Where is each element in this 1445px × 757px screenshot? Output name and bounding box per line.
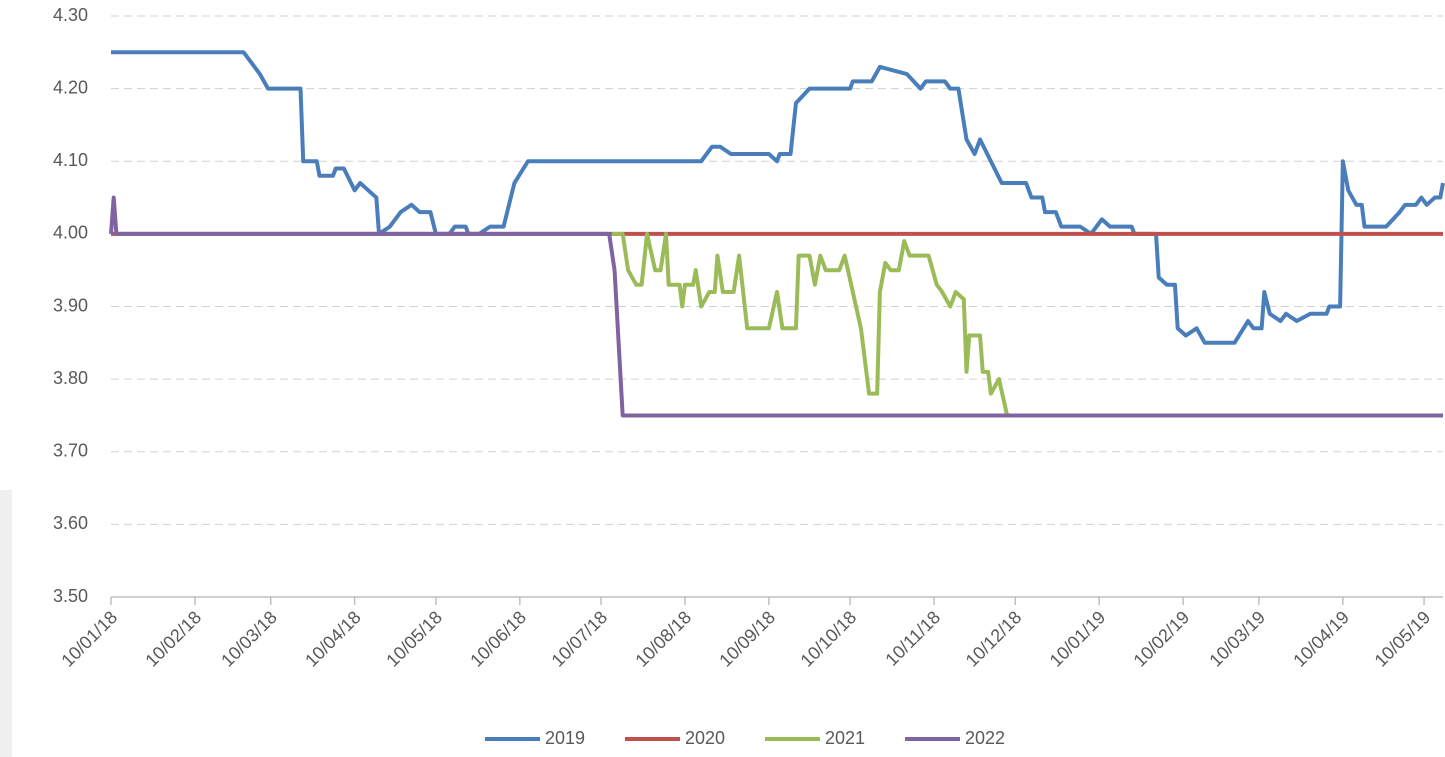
data-line: [611, 231, 1010, 416]
legend-item: 2019: [485, 728, 585, 748]
y-tick-label: 3.70: [53, 441, 88, 461]
legend-label: 2022: [965, 728, 1005, 748]
y-tick-label: 4.20: [53, 77, 88, 97]
y-tick-label: 3.50: [53, 586, 88, 606]
x-tick-label: 10/04/18: [301, 607, 365, 671]
side-strip: [0, 490, 12, 757]
y-tick-label: 3.90: [53, 295, 88, 315]
y-tick-label: 3.60: [53, 513, 88, 533]
x-tick-label: 10/03/18: [217, 607, 281, 671]
x-tick-label: 10/12/18: [962, 607, 1026, 671]
x-tick-label: 10/02/19: [1130, 607, 1194, 671]
data-line: [111, 50, 1445, 345]
legend-item: 2021: [765, 728, 865, 748]
x-tick-label: 10/06/18: [466, 607, 530, 671]
y-tick-label: 4.30: [53, 5, 88, 25]
x-tick-label: 10/01/19: [1046, 607, 1110, 671]
legend-label: 2019: [545, 728, 585, 748]
x-tick-label: 10/05/19: [1371, 607, 1435, 671]
x-tick-label: 10/07/18: [548, 607, 612, 671]
y-tick-label: 4.10: [53, 150, 88, 170]
x-tick-label: 10/11/18: [881, 607, 944, 670]
x-tick-label: 10/10/18: [797, 607, 861, 671]
x-tick-label: 10/05/18: [382, 607, 446, 671]
x-tick-label: 10/04/19: [1289, 607, 1353, 671]
y-tick-label: 3.80: [53, 368, 88, 388]
data-line: [109, 195, 1443, 418]
x-tick-label: 10/02/18: [141, 607, 205, 671]
x-tick-label: 10/08/18: [631, 607, 695, 671]
y-tick-label: 4.00: [53, 223, 88, 243]
legend-label: 2021: [825, 728, 865, 748]
x-tick-label: 10/09/18: [715, 607, 779, 671]
legend-item: 2022: [905, 728, 1005, 748]
x-tick-label: 10/03/19: [1205, 607, 1269, 671]
legend-item: 2020: [625, 728, 725, 748]
x-tick-label: 10/01/18: [57, 607, 121, 671]
legend-label: 2020: [685, 728, 725, 748]
